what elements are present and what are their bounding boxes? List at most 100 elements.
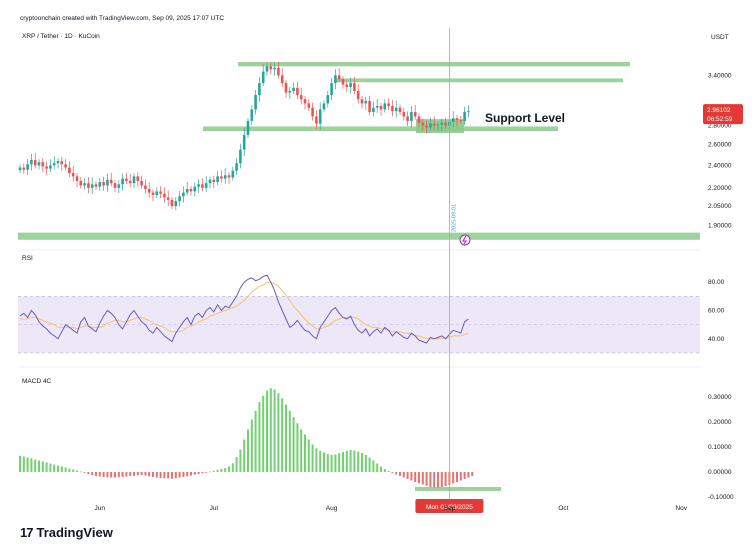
macd-histogram-bar	[30, 458, 33, 472]
macd-histogram-bar	[288, 410, 291, 472]
macd-histogram-bar	[456, 472, 458, 482]
macd-histogram-bar	[163, 472, 166, 479]
candle-body	[18, 167, 22, 171]
macd-histogram-bar	[72, 469, 75, 472]
candle-body	[45, 166, 48, 169]
x-tick-label: Aug	[326, 505, 338, 512]
macd-histogram-bar	[349, 450, 352, 472]
crosshair-date-label: Mon 01/09/2025	[426, 504, 473, 511]
candle-body	[269, 66, 273, 70]
macd-histogram-bar	[98, 472, 101, 477]
macd-histogram-bar	[319, 450, 322, 472]
macd-histogram-bar	[148, 472, 151, 477]
candle-body	[56, 161, 60, 164]
macd-histogram-bar	[406, 472, 409, 479]
macd-histogram-bar	[433, 472, 436, 488]
candle-body	[383, 103, 387, 110]
macd-histogram-bar	[414, 472, 417, 482]
macd-histogram-bar	[376, 463, 379, 472]
macd-histogram-bar	[212, 470, 215, 472]
candle-body	[341, 79, 345, 85]
macd-histogram-bar	[197, 472, 200, 474]
candle-body	[372, 107, 375, 113]
candle-body	[353, 83, 356, 92]
macd-histogram-bar	[372, 460, 375, 472]
candle-body	[326, 95, 330, 104]
candle-body	[451, 118, 455, 122]
candle-body	[273, 67, 276, 70]
candle-body	[90, 184, 94, 188]
macd-tick-label: 0.20000	[708, 419, 732, 426]
candle-body	[387, 103, 390, 106]
macd-histogram-bar	[201, 472, 204, 474]
macd-histogram-bar	[277, 393, 280, 472]
candle-body	[235, 163, 238, 171]
macd-histogram-bar	[247, 429, 249, 472]
macd-histogram-bar	[22, 456, 25, 472]
candle-body	[463, 112, 466, 121]
macd-histogram-bar	[315, 448, 318, 472]
consolidation-box	[416, 119, 464, 134]
macd-histogram-bar	[228, 466, 230, 472]
macd-histogram-bar	[258, 402, 261, 472]
candle-body	[246, 120, 250, 135]
candle-body	[349, 83, 352, 88]
candle-body	[265, 66, 269, 72]
candle-body	[106, 179, 109, 186]
candle-body	[284, 83, 288, 93]
macd-histogram-bar	[353, 450, 356, 472]
candle-body	[375, 105, 379, 108]
candle-body	[94, 184, 98, 187]
candle-body	[356, 91, 360, 100]
macd-histogram-bar	[296, 423, 299, 472]
candle-body	[26, 164, 29, 170]
price-tick-label: 2.20000	[708, 185, 732, 192]
tradingview-logo[interactable]: 17 TradingView	[20, 524, 113, 540]
macd-histogram-bar	[83, 472, 86, 473]
macd-histogram-bar	[262, 395, 265, 472]
candle-body	[201, 184, 204, 188]
candle-body	[402, 112, 406, 117]
macd-histogram-bar	[182, 472, 185, 477]
candle-body	[64, 164, 67, 168]
candle-body	[140, 180, 143, 186]
candle-body	[242, 134, 246, 150]
candle-body	[41, 162, 45, 167]
macd-histogram-bar	[334, 454, 337, 472]
crosshair-date-tag	[415, 499, 484, 513]
macd-histogram-bar	[326, 454, 329, 472]
candle-body	[132, 176, 136, 184]
macd-histogram-bar	[171, 472, 173, 479]
macd-histogram-bar	[402, 472, 405, 478]
macd-histogram-bar	[53, 464, 56, 472]
x-tick-label: Oct	[558, 505, 568, 512]
macd-histogram-bar	[26, 457, 29, 472]
credit-line: cryptoonchain created with TradingView.c…	[20, 15, 225, 22]
candle-body	[79, 180, 83, 186]
lightning-event-icon	[459, 234, 471, 246]
x-tick-label: Nov	[675, 505, 687, 512]
candle-body	[220, 176, 223, 179]
candle-body	[311, 107, 314, 117]
candle-body	[68, 167, 71, 174]
macd-histogram-bar	[342, 452, 344, 472]
candle-body	[250, 109, 254, 121]
candle-body	[318, 109, 322, 124]
macd-histogram-bar	[250, 419, 253, 472]
candle-body	[144, 185, 147, 190]
macd-histogram-bar	[102, 472, 105, 477]
candle-body	[292, 87, 295, 92]
macd-histogram-bar	[186, 472, 189, 477]
candle-body	[421, 122, 425, 126]
support-zone	[238, 62, 630, 67]
rsi-band-fill	[18, 296, 700, 353]
last-price-countdown: 06:52:59	[707, 116, 733, 123]
candle-body	[410, 112, 413, 121]
candle-body	[296, 87, 299, 96]
candle-body	[330, 83, 333, 96]
rsi-line	[19, 274, 469, 344]
macd-histogram-bar	[444, 472, 447, 486]
candle-body	[467, 111, 470, 113]
